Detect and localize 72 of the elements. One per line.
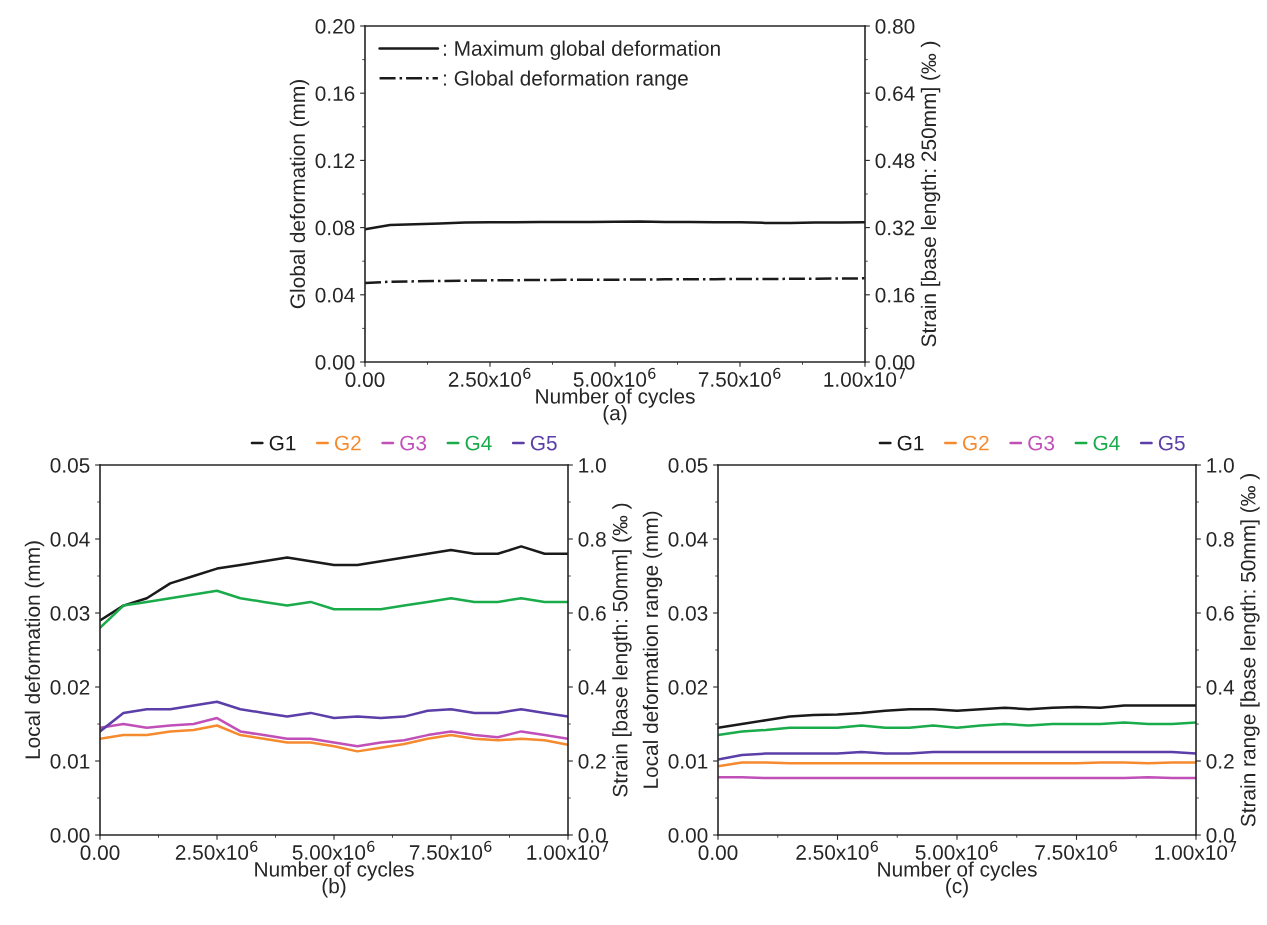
x-tick-label: 7.50x10$^{6}$ [1035, 840, 1118, 860]
y-axis-title: Local deformation (mm) [24, 541, 45, 759]
y-tick-label: 0.01 [668, 754, 708, 769]
y-tick-label: 0.00 [668, 828, 708, 843]
y2-tick-label: 0.0 [1206, 828, 1234, 843]
y-tick-label: 0.03 [668, 606, 708, 621]
x-tick-label: 5.00x10$^{6}$ [292, 840, 375, 860]
y2-tick-label: 0.2 [1206, 754, 1234, 769]
y2-tick-label: 0.6 [1206, 606, 1234, 621]
legend-label: G2 [962, 435, 989, 451]
y-axis-title: Local deformation range (mm) [642, 511, 663, 788]
y2-axis-title: Strain [base length: 50mm] (‰ ) [612, 503, 632, 797]
y2-axis-title: Strain range [base length: 50mm] (‰ ) [1240, 474, 1260, 827]
legend-label: G4 [1093, 435, 1120, 451]
legend-label: G1 [269, 435, 296, 451]
x-tick-label: 5.00x10$^{6}$ [573, 367, 656, 387]
y2-tick-label: 0.4 [1206, 680, 1235, 695]
line-series [718, 721, 1196, 737]
y-tick-label: 0.03 [50, 606, 90, 621]
legend-label: G4 [465, 435, 492, 451]
y2-tick-label: 0.2 [578, 754, 606, 769]
y2-tick-label: 0.4 [578, 680, 607, 695]
x-tick-label: 5.00x10$^{6}$ [915, 840, 998, 860]
y2-tick-label: 0.0 [578, 828, 606, 843]
y-tick-label: 0.04 [315, 287, 355, 303]
y-tick-label: 0.12 [315, 153, 355, 169]
line-series [100, 724, 568, 753]
y-tick-label: 0.20 [315, 19, 355, 34]
y2-tick-label: 0.8 [578, 532, 606, 547]
y-tick-label: 0.00 [50, 828, 90, 843]
x-tick-label: 0.00 [345, 372, 385, 388]
y-tick-label: 0.08 [315, 220, 355, 236]
y-tick-label: 0.01 [50, 754, 90, 769]
legend-label: : Global deformation range [443, 70, 688, 90]
x-tick-label: 2.50x10$^{6}$ [796, 840, 879, 860]
legend-label: : Maximum global deformation [443, 40, 720, 60]
y2-tick-label: 0.6 [578, 606, 606, 621]
y-tick-label: 0.05 [668, 458, 708, 473]
legend-label: G5 [530, 435, 557, 451]
y-tick-label: 0.02 [668, 680, 708, 695]
legend-label: G1 [897, 435, 924, 451]
x-tick-label: 7.50x10$^{6}$ [409, 840, 492, 860]
legend-label: G2 [334, 435, 361, 451]
y2-tick-label: 0.32 [875, 220, 915, 236]
x-tick-label: 0.00 [698, 845, 738, 861]
y2-axis-title: Strain [base length: 250mm] (‰ ) [920, 41, 941, 347]
legend-label: G5 [1158, 435, 1185, 451]
x-tick-label: 0.00 [80, 845, 120, 861]
line-series [100, 716, 568, 748]
line-series [718, 750, 1196, 761]
x-tick-label: 2.50x10$^{6}$ [175, 840, 258, 860]
legend-label: G3 [1028, 435, 1055, 451]
y-tick-label: 0.04 [668, 532, 708, 547]
y-tick-label: 0.04 [50, 532, 90, 547]
line-series [100, 589, 568, 630]
y2-tick-label: 1.0 [1207, 458, 1234, 473]
y-axis-title: Global deformation (mm) [289, 80, 310, 309]
y2-tick-label: 0.80 [875, 19, 915, 34]
y-tick-label: 0.02 [50, 680, 90, 695]
x-tick-label: 7.50x10$^{6}$ [698, 367, 781, 387]
y-tick-label: 0.05 [50, 458, 90, 473]
x-tick-label: 2.50x10$^{6}$ [448, 367, 531, 387]
y2-tick-label: 1.0 [579, 458, 606, 473]
y2-tick-label: 0.48 [875, 153, 915, 169]
y2-tick-label: 0.16 [875, 287, 915, 303]
y-tick-label: 0.00 [315, 355, 355, 370]
y2-tick-label: 0.8 [1206, 532, 1234, 547]
line-series [100, 700, 568, 733]
y2-tick-label: 0.00 [875, 355, 915, 370]
legend-label: G3 [400, 435, 427, 451]
y2-tick-label: 0.64 [875, 86, 915, 101]
y-tick-label: 0.16 [315, 86, 355, 101]
